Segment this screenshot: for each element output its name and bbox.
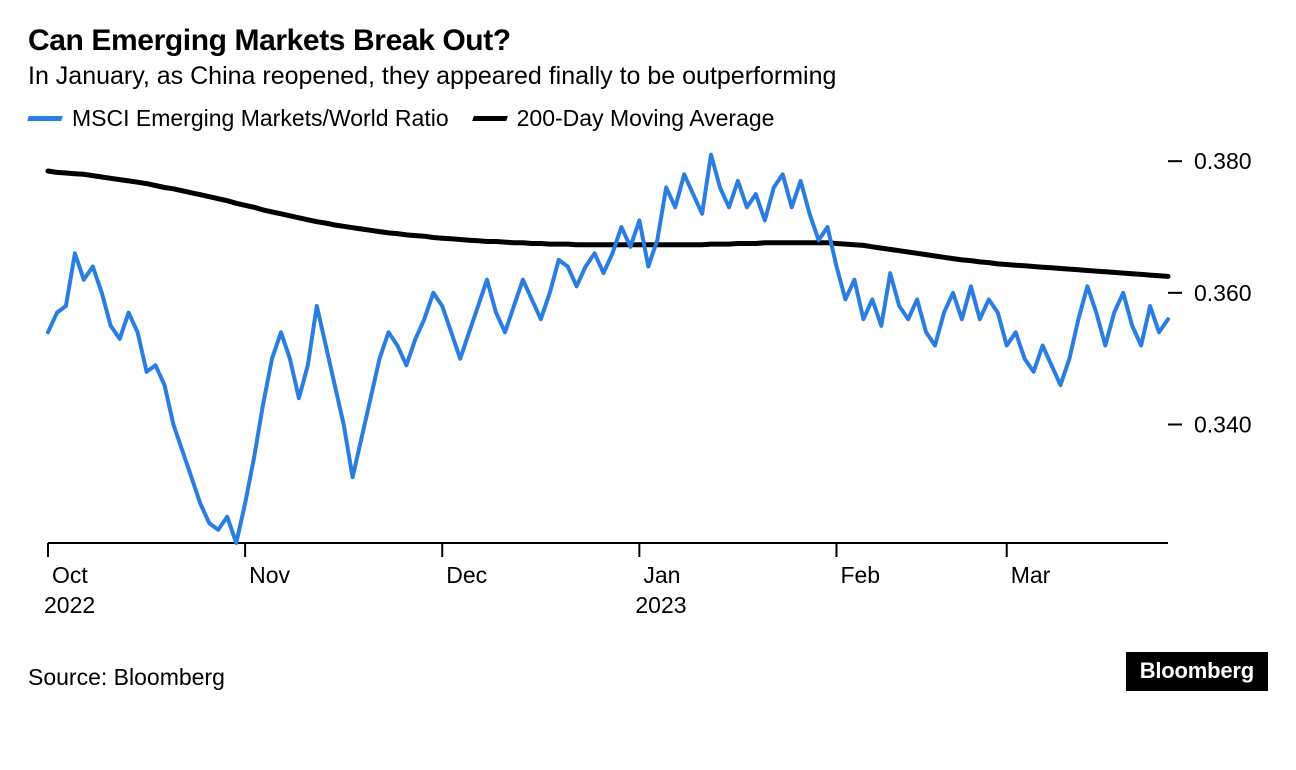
y-tick-label: 0.360 (1194, 280, 1252, 306)
legend-swatch-ma (472, 116, 508, 121)
y-tick-label: 0.380 (1194, 148, 1252, 174)
x-tick-label: Dec (446, 562, 487, 588)
chart-title: Can Emerging Markets Break Out? (28, 24, 1268, 58)
x-tick-label: Jan (643, 562, 680, 588)
legend-item-ratio: MSCI Emerging Markets/World Ratio (28, 105, 449, 132)
line-chart-svg: 0.340 0.360 0.380 Oct 2022 Nov Dec Jan 2023 Feb Ma… (28, 138, 1268, 638)
bloomberg-brand-badge: Bloomberg (1126, 652, 1268, 691)
source-text: Source: Bloomberg (28, 664, 225, 691)
x-tick-label: Nov (249, 562, 290, 588)
x-tick-label: Mar (1011, 562, 1051, 588)
x-tick-year: 2023 (635, 592, 686, 618)
plot-area: 0.340 0.360 0.380 Oct 2022 Nov Dec Jan 2023 Feb Ma… (28, 138, 1268, 638)
chart-subtitle: In January, as China reopened, they appe… (28, 62, 1268, 91)
y-tick-label: 0.340 (1194, 412, 1252, 438)
footer: Source: Bloomberg Bloomberg (28, 652, 1268, 691)
legend-swatch-ratio (27, 116, 63, 121)
legend-label-ma: 200-Day Moving Average (517, 105, 775, 132)
x-tick-year: 2022 (44, 592, 95, 618)
legend-item-ma: 200-Day Moving Average (473, 105, 775, 132)
legend: MSCI Emerging Markets/World Ratio 200-Da… (28, 105, 1268, 132)
series-ratio-line (48, 155, 1168, 543)
x-tick-label: Oct (52, 562, 88, 588)
legend-label-ratio: MSCI Emerging Markets/World Ratio (72, 105, 449, 132)
chart-container: Can Emerging Markets Break Out? In Janua… (0, 0, 1296, 770)
x-tick-label: Feb (840, 562, 880, 588)
